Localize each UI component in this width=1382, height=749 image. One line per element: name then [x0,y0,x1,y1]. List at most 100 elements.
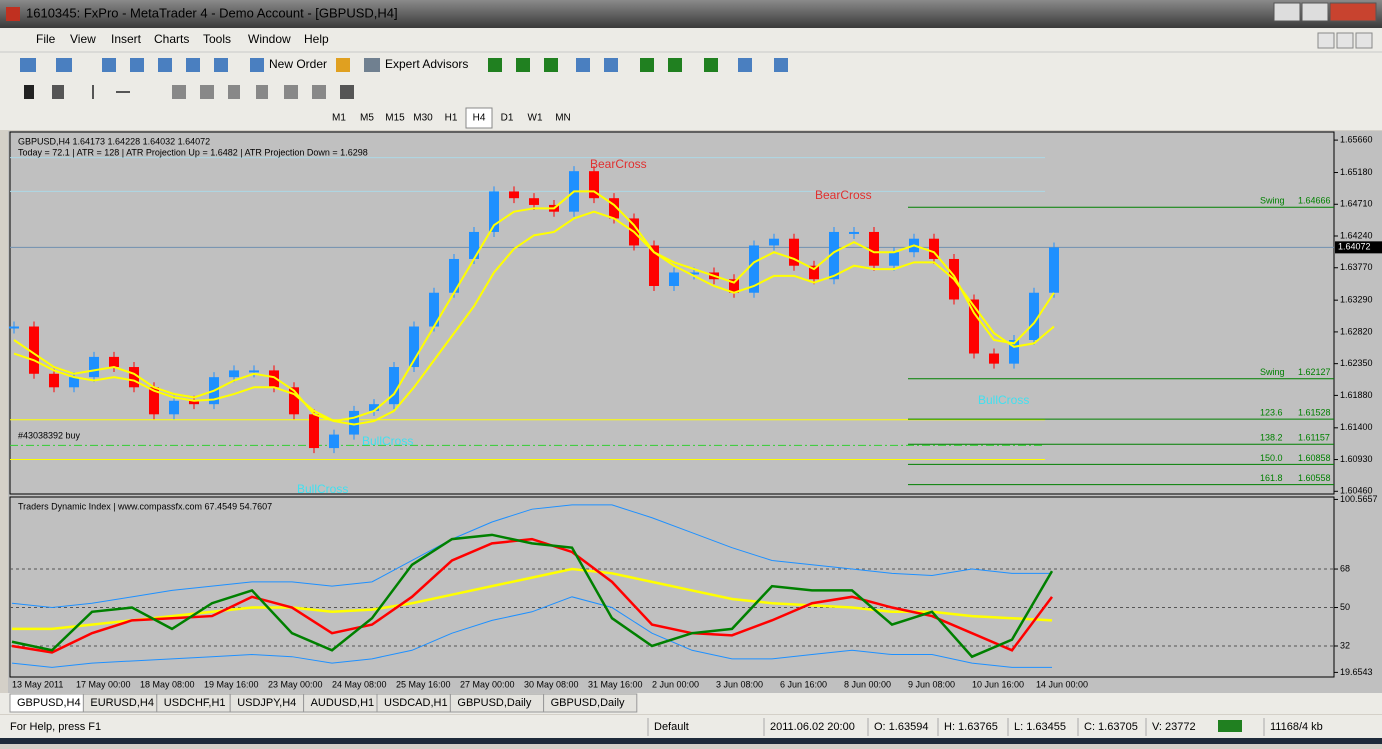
candle [1009,340,1019,364]
menu-item[interactable]: Window [248,32,291,46]
timeframe-button[interactable]: D1 [501,113,514,124]
moving-average [13,210,1055,426]
main-plot [9,131,1335,495]
fib-value: 1.60858 [1298,453,1331,463]
candle [969,299,979,354]
candle [109,356,119,368]
menu-item[interactable]: View [70,32,96,46]
tab-label[interactable]: GBPUSD,H4 [17,697,81,709]
menu-item[interactable]: Insert [111,32,142,46]
x-tick-label: 23 May 00:00 [268,679,323,689]
annotation: #43038392 buy [18,430,81,440]
y-tick-label: 1.61400 [1340,422,1373,432]
timeframe-button[interactable]: MN [555,113,571,124]
indicator-header: Traders Dynamic Index | www.compassfx.co… [18,501,272,511]
menu-item[interactable]: Help [304,32,329,46]
candle [609,198,619,219]
candle [349,410,359,435]
last-price-label: 1.64072 [1338,242,1371,252]
candle [469,231,479,259]
connection-indicator [1218,720,1242,732]
mdi-restore[interactable] [1336,32,1354,49]
tab-label[interactable]: USDCHF,H1 [164,697,226,709]
toolbar-icons [20,58,788,99]
candle [169,400,179,415]
menu-item[interactable]: Charts [154,32,189,46]
status-item: L: 1.63455 [1014,721,1066,733]
timeframe-button[interactable]: M15 [385,113,405,124]
indicator-line [12,567,1053,631]
x-tick-label: 3 Jun 08:00 [716,679,763,689]
x-tick-label: 18 May 08:00 [140,679,195,689]
close[interactable] [1329,2,1377,22]
candle [669,272,679,286]
status-item: 11168/4 kb [1270,721,1323,733]
y-tick-label: 1.65660 [1340,134,1373,144]
candle [69,377,79,388]
chart-header: GBPUSD,H4 1.64173 1.64228 1.64032 1.6407… [18,136,210,146]
tab-label[interactable]: USDJPY,H4 [237,697,296,709]
maximize[interactable] [1301,2,1329,22]
candle [649,245,659,286]
active-timeframe [465,107,493,129]
taskbar [0,738,1382,744]
annotation: BullCross [297,482,348,496]
last-price-box [1335,241,1382,254]
candle [429,292,439,327]
new-order-button[interactable]: New Order [269,57,327,71]
indicator-line [11,537,1054,654]
tab-label[interactable]: GBPUSD,Daily [457,697,531,709]
candle [1029,292,1039,341]
fib-label: Swing [1260,196,1285,206]
x-tick-label: 30 May 08:00 [524,679,579,689]
x-tick-label: 14 Jun 00:00 [1036,679,1088,689]
candle [929,238,939,259]
fib-value: 1.61528 [1298,408,1331,418]
menu-item[interactable]: File [36,32,56,46]
annotation: BearCross [590,157,647,171]
mdi-close[interactable] [1355,32,1373,49]
candle [89,356,99,378]
status-item: Default [654,721,689,733]
y-tick-label: 1.63290 [1340,295,1373,305]
fib-label: 150.0 [1260,453,1283,463]
x-tick-label: 13 May 2011 [12,679,63,689]
timeframe-button[interactable]: H1 [445,113,458,124]
mdi-min[interactable] [1317,32,1335,49]
candle [869,231,879,266]
tab-label[interactable]: EURUSD,H4 [90,697,154,709]
tab-label[interactable]: GBPUSD,Daily [551,697,625,709]
tab-label[interactable]: USDCAD,H1 [384,697,448,709]
minimize[interactable] [1273,2,1301,22]
x-tick-label: 31 May 16:00 [588,679,643,689]
timeframe-button[interactable]: M30 [413,113,433,124]
candle [1049,247,1059,293]
x-tick-label: 9 Jun 08:00 [908,679,955,689]
tab-label[interactable]: AUDUSD,H1 [311,697,375,709]
annotation: BearCross [815,188,872,202]
x-tick-label: 2 Jun 00:00 [652,679,699,689]
y-tick-label: 1.61880 [1340,390,1373,400]
candle [529,198,539,205]
candle [49,373,59,388]
timeframe-button[interactable]: M1 [332,113,346,124]
timeframe-button[interactable]: H4 [473,113,486,124]
menu-item[interactable]: Tools [203,32,231,46]
candle [29,326,39,374]
timeframe-button[interactable]: W1 [528,113,543,124]
annotation: BullCross [362,434,413,448]
candle [369,404,379,411]
candle [229,370,239,378]
tab[interactable] [543,693,638,713]
candle [889,252,899,266]
expert-advisors-button[interactable]: Expert Advisors [385,57,468,71]
status-bar [0,715,1382,738]
status-item: O: 1.63594 [874,721,928,733]
candle [149,387,159,415]
fib-value: 1.64666 [1298,196,1331,206]
fib-value: 1.62127 [1298,367,1331,377]
timeframe-button[interactable]: M5 [360,113,374,124]
y-tick-label: 68 [1340,563,1350,573]
y-tick-label: 19.6543 [1340,667,1373,677]
y-tick-label: 1.64710 [1340,199,1373,209]
